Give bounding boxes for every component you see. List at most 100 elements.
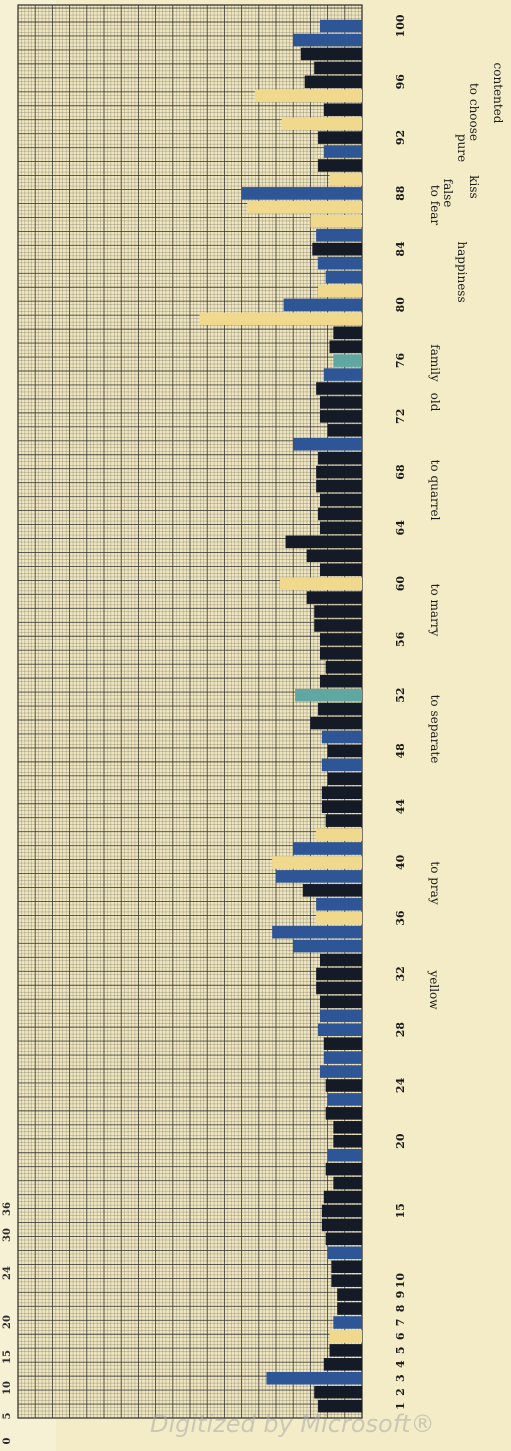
bar xyxy=(319,995,362,1009)
word-label: to marry xyxy=(428,584,442,637)
x-tick-label: 52 xyxy=(394,687,407,702)
bar xyxy=(247,201,362,214)
bar xyxy=(319,674,362,688)
bar xyxy=(325,1107,362,1120)
bar xyxy=(314,619,362,632)
x-tick-label: 6 xyxy=(394,1332,407,1340)
word-label: false xyxy=(441,179,455,208)
bar xyxy=(319,410,362,423)
x-tick-label: 15 xyxy=(394,1203,407,1218)
bar xyxy=(331,1260,362,1273)
bar xyxy=(199,312,362,326)
bar xyxy=(319,647,362,660)
bar xyxy=(323,1051,362,1064)
bar xyxy=(312,242,362,256)
bar xyxy=(306,549,362,563)
y-tick-label: 24 xyxy=(2,1266,13,1280)
bar xyxy=(281,117,362,130)
x-tick-label: 64 xyxy=(394,520,407,536)
bar xyxy=(316,382,362,395)
bar xyxy=(329,173,362,186)
grid xyxy=(17,4,363,1419)
bar xyxy=(319,953,362,967)
bar xyxy=(333,1316,362,1329)
bar xyxy=(319,396,362,409)
bar xyxy=(295,688,362,702)
watermark: Digitized by Microsoft® xyxy=(150,1410,435,1438)
x-tick-label: 32 xyxy=(394,966,407,981)
x-tick-label: 8 xyxy=(394,1304,407,1312)
bar xyxy=(333,354,362,367)
bar xyxy=(318,702,362,716)
bar xyxy=(327,772,362,786)
bar xyxy=(327,424,362,437)
x-tick-label: 100 xyxy=(394,14,407,37)
x-tick-label: 88 xyxy=(394,185,407,201)
bar xyxy=(325,270,362,284)
bar xyxy=(319,19,362,33)
bar xyxy=(333,326,362,340)
word-label: to pray xyxy=(428,861,442,904)
x-tick-label: 3 xyxy=(394,1374,407,1382)
bar xyxy=(319,633,362,646)
bar xyxy=(327,1246,362,1260)
bar xyxy=(316,228,362,242)
x-tick-label: 9 xyxy=(394,1291,407,1299)
x-tick-label: 2 xyxy=(394,1388,407,1396)
bar xyxy=(333,1121,362,1134)
bar xyxy=(319,493,362,507)
x-tick-label: 80 xyxy=(394,297,407,313)
bar xyxy=(266,1371,362,1385)
x-tick-label: 28 xyxy=(394,1022,407,1038)
bar xyxy=(316,981,362,995)
x-tick-label: 84 xyxy=(394,241,407,257)
bar xyxy=(293,438,362,451)
word-label: happiness xyxy=(455,241,469,302)
bars xyxy=(199,19,362,1413)
bar xyxy=(333,1176,362,1190)
x-tick-label: 48 xyxy=(394,743,407,759)
bar xyxy=(323,368,362,381)
y-tick-label: 36 xyxy=(2,1202,13,1216)
word-label: yellow xyxy=(427,969,441,1010)
bar xyxy=(316,911,362,925)
bar xyxy=(323,103,362,116)
bar xyxy=(319,1009,362,1023)
bar xyxy=(327,1093,362,1106)
bar xyxy=(325,814,362,827)
bar xyxy=(318,1023,362,1037)
word-label: to fear xyxy=(428,185,442,226)
x-tick-label: 76 xyxy=(394,353,407,369)
word-label: contented xyxy=(491,63,505,124)
bar xyxy=(321,800,362,813)
word-label: to separate xyxy=(428,695,442,764)
x-tick-labels: 1234567891015202428323640444852566064687… xyxy=(394,14,407,1410)
bar xyxy=(319,563,362,576)
bar xyxy=(316,898,362,911)
bar xyxy=(285,535,362,549)
bar xyxy=(283,298,362,312)
bar xyxy=(325,1232,362,1246)
bar xyxy=(331,1274,362,1287)
bar xyxy=(314,1385,362,1399)
bar xyxy=(325,1079,362,1092)
word-label: to quarrel xyxy=(428,460,442,521)
bar xyxy=(279,577,362,590)
bar xyxy=(302,884,362,897)
bar xyxy=(329,1344,362,1357)
bar xyxy=(337,1302,362,1315)
bar xyxy=(321,758,362,772)
bar xyxy=(241,187,362,200)
bar xyxy=(319,1065,362,1078)
x-tick-label: 4 xyxy=(394,1360,407,1368)
bar xyxy=(321,1204,362,1218)
bar xyxy=(323,1358,362,1371)
bar xyxy=(314,605,362,618)
bar xyxy=(323,145,362,158)
bar xyxy=(333,1135,362,1148)
y-tick-label: 0 xyxy=(2,1437,13,1444)
word-labels: yellow to pray to separate to marry to quarr… xyxy=(427,63,505,1011)
word-label: family xyxy=(428,344,442,382)
bar xyxy=(304,75,362,89)
bar xyxy=(293,939,362,953)
